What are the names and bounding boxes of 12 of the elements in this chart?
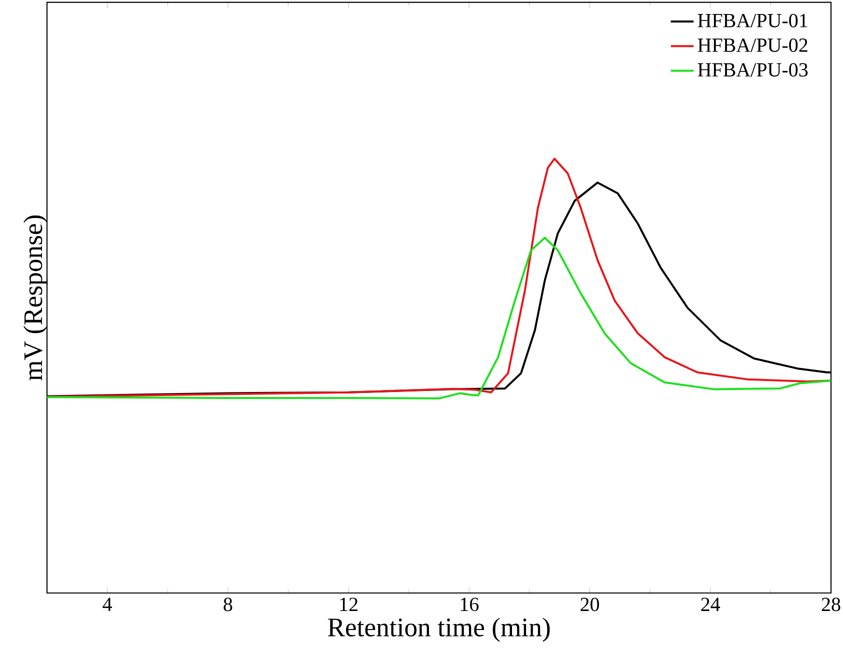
x-tick-label: 28 — [822, 598, 840, 612]
x-tick-label: 16 — [460, 598, 479, 612]
legend-label: HFBA/PU-02 — [698, 38, 808, 52]
x-axis-title: Retention time (min) — [328, 618, 550, 642]
x-tick-label: 4 — [102, 598, 112, 611]
legend-label: HFBA/PU-01 — [698, 14, 808, 28]
legend-label: HFBA/PU-03 — [698, 63, 808, 77]
x-tick-label: 20 — [580, 598, 600, 612]
x-tick-label: 12 — [340, 598, 358, 611]
x-tick-label: 8 — [224, 598, 232, 612]
y-axis-title: mV (Response) — [23, 216, 48, 380]
x-tick-label: 24 — [701, 598, 720, 611]
